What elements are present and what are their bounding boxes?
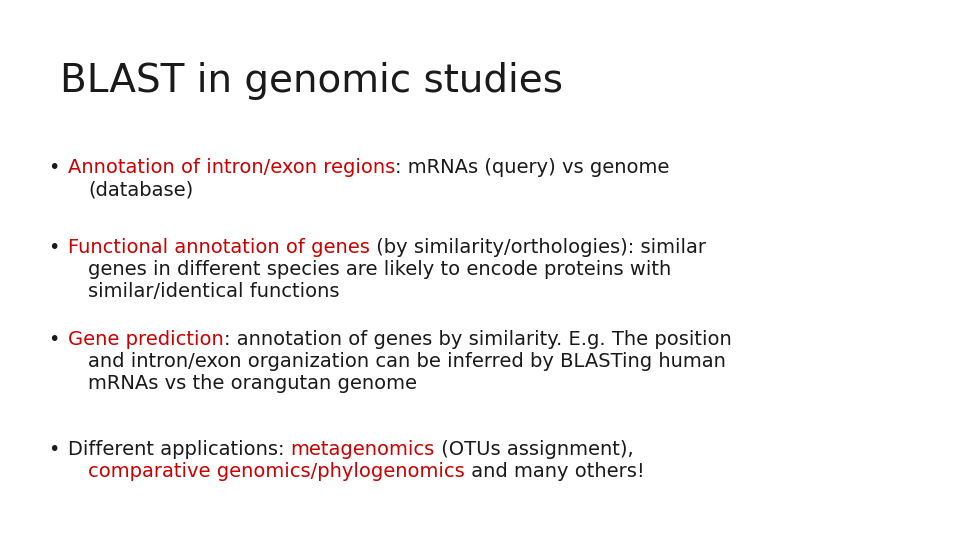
Text: •: • <box>48 330 60 349</box>
Text: metagenomics: metagenomics <box>291 440 435 459</box>
Text: Functional annotation of genes: Functional annotation of genes <box>68 238 370 257</box>
Text: : annotation of genes by similarity. E.g. The position: : annotation of genes by similarity. E.g… <box>224 330 732 349</box>
Text: Gene prediction: Gene prediction <box>68 330 224 349</box>
Text: mRNAs vs the orangutan genome: mRNAs vs the orangutan genome <box>88 374 417 393</box>
Text: (database): (database) <box>88 180 193 199</box>
Text: BLAST in genomic studies: BLAST in genomic studies <box>60 62 563 100</box>
Text: comparative genomics/phylogenomics: comparative genomics/phylogenomics <box>88 462 465 481</box>
Text: •: • <box>48 440 60 459</box>
Text: (by similarity/orthologies): similar: (by similarity/orthologies): similar <box>370 238 706 257</box>
Text: : mRNAs (query) vs genome: : mRNAs (query) vs genome <box>396 158 670 177</box>
Text: similar/identical functions: similar/identical functions <box>88 282 340 301</box>
Text: genes in different species are likely to encode proteins with: genes in different species are likely to… <box>88 260 671 279</box>
Text: •: • <box>48 158 60 177</box>
Text: and many others!: and many others! <box>465 462 644 481</box>
Text: Different applications:: Different applications: <box>68 440 291 459</box>
Text: (OTUs assignment),: (OTUs assignment), <box>435 440 634 459</box>
Text: Annotation of intron/exon regions: Annotation of intron/exon regions <box>68 158 396 177</box>
Text: and intron/exon organization can be inferred by BLASTing human: and intron/exon organization can be infe… <box>88 352 726 371</box>
Text: •: • <box>48 238 60 257</box>
